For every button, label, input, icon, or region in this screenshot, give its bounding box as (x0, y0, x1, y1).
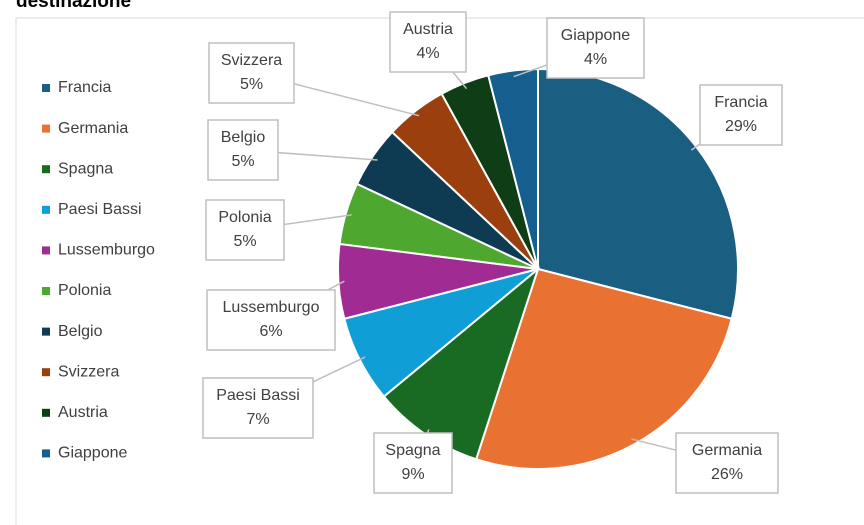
data-label-box (675, 432, 779, 494)
data-label-box (546, 17, 645, 79)
legend-label: Polonia (58, 282, 111, 299)
data-label-name: Svizzera (221, 52, 282, 69)
legend-swatch (42, 205, 50, 214)
legend-swatch (42, 124, 50, 133)
legend-label: Francia (58, 79, 111, 96)
data-label-box (205, 199, 285, 261)
data-label-value: 6% (259, 323, 282, 340)
data-label-value: 5% (231, 153, 254, 170)
data-label-value: 5% (233, 233, 256, 250)
data-label-name: Germania (692, 442, 762, 459)
data-label-name: Polonia (218, 209, 271, 226)
data-label-value: 29% (725, 118, 757, 135)
legend-swatch (42, 165, 50, 174)
legend-label: Giappone (58, 445, 127, 462)
data-label-name: Lussemburgo (223, 299, 320, 316)
legend-label: Lussemburgo (58, 242, 155, 259)
slices (337, 67, 739, 470)
pie-slice (487, 67, 539, 270)
data-label-box (389, 11, 467, 73)
data-label-value: 26% (711, 466, 743, 483)
data-label-name: Francia (714, 94, 767, 111)
legend-label: Germania (58, 120, 128, 137)
data-label-box (206, 289, 336, 351)
legend-swatch (42, 84, 50, 92)
data-label-name: Giappone (561, 27, 630, 44)
legend-swatch (42, 246, 50, 255)
legend-swatch (42, 287, 50, 295)
legend-swatch (42, 449, 50, 458)
legend-label: Spagna (58, 160, 113, 177)
legend-swatch (42, 327, 50, 336)
legend-swatch (42, 368, 50, 377)
legend-label: Austria (58, 404, 108, 421)
data-label-name: Paesi Bassi (216, 387, 300, 404)
legend-label: Belgio (58, 323, 103, 340)
data-label-box (373, 432, 453, 494)
data-label-value: 7% (246, 411, 269, 428)
data-label-value: 5% (240, 76, 263, 93)
legend-label: Paesi Bassi (58, 201, 142, 218)
data-label-box (208, 42, 295, 104)
data-label-box (207, 119, 279, 181)
chart-title: destinazione (16, 0, 131, 12)
data-label-value: 4% (416, 45, 439, 62)
pie-slice (474, 267, 733, 470)
data-label-box (699, 84, 783, 146)
legend-label: Svizzera (58, 363, 119, 380)
data-label-value: 4% (584, 51, 607, 68)
data-label-name: Belgio (221, 129, 266, 146)
data-label-box (202, 377, 314, 439)
data-label-value: 9% (401, 466, 424, 483)
legend-swatch (42, 408, 50, 417)
data-label-name: Spagna (385, 442, 440, 459)
data-label-name: Austria (403, 21, 453, 38)
